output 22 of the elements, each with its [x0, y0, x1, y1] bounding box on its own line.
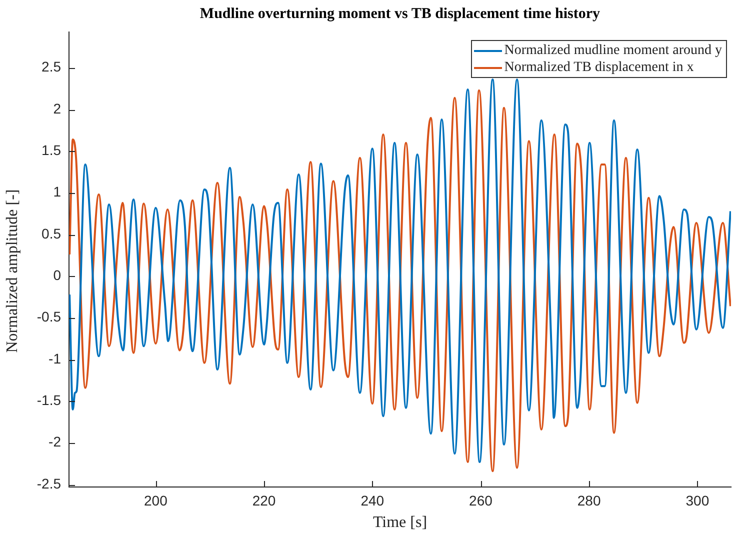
- legend-label: Normalized mudline moment around y: [504, 42, 722, 58]
- x-axis-title: Time [s]: [372, 514, 428, 532]
- y-tick-label: 1: [53, 184, 62, 200]
- y-tick-label: 1.5: [42, 142, 62, 158]
- y-axis-title: Normalized amplitude [-]: [4, 188, 22, 355]
- y-tick-label: -1: [48, 350, 62, 366]
- x-tick-label: 220: [252, 492, 276, 508]
- y-tick-label: -1.5: [36, 392, 62, 408]
- legend-label: Normalized TB displacement in x: [504, 60, 694, 76]
- y-tick-label: 0.5: [42, 225, 62, 242]
- y-tick-label: -2.5: [36, 475, 62, 492]
- x-tick-label: 240: [360, 492, 384, 508]
- y-tick-label: 0: [53, 267, 62, 284]
- y-tick-label: -2: [48, 434, 62, 450]
- y-tick-label: 2: [53, 100, 62, 116]
- x-tick-label: 300: [686, 492, 710, 508]
- y-tick-label: -0.5: [36, 308, 62, 325]
- x-tick-label: 260: [469, 492, 493, 508]
- chart-title: Mudline overturning moment vs TB displacement time history: [198, 6, 602, 23]
- y-tick-label: 2.5: [42, 58, 62, 75]
- x-tick-label: 280: [577, 492, 601, 508]
- x-tick-label: 200: [144, 492, 168, 508]
